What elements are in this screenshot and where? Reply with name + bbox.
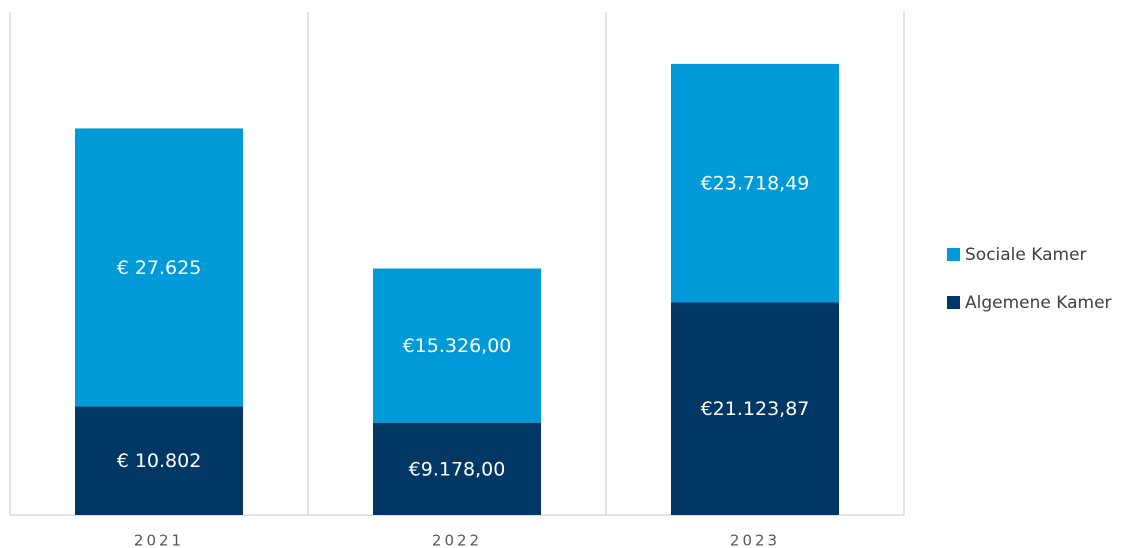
legend-swatch [947,248,960,261]
legend-label: Sociale Kamer [965,245,1087,265]
value-label: €23.718,49 [701,173,810,195]
bar-segment [373,268,541,423]
value-label: € 10.802 [117,450,202,472]
bar-segment [671,63,839,303]
bar-segment [373,422,541,515]
x-tick-label: 2021 [134,532,184,548]
legend-label: Algemene Kamer [965,293,1112,313]
bar-segment [75,128,243,407]
x-tick-label: 2023 [730,532,780,548]
bar-segment [75,406,243,515]
legend-swatch [947,296,960,309]
value-label: €21.123,87 [701,398,810,420]
value-label: €15.326,00 [403,335,512,357]
x-tick-label: 2022 [432,532,482,548]
value-label: €9.178,00 [409,458,506,480]
bar-segment [671,302,839,515]
value-label: € 27.625 [117,257,202,279]
